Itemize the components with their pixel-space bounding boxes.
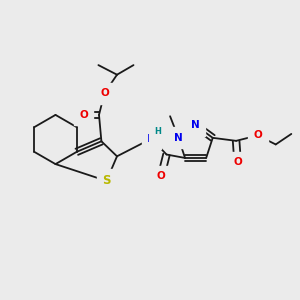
Text: O: O [79, 110, 88, 120]
Text: N: N [174, 133, 183, 143]
Text: N: N [147, 134, 156, 144]
Text: O: O [233, 158, 242, 167]
Text: O: O [100, 88, 109, 98]
Text: S: S [102, 174, 111, 188]
Text: H: H [155, 128, 161, 136]
Text: O: O [157, 171, 166, 181]
Text: O: O [253, 130, 262, 140]
Text: N: N [191, 120, 200, 130]
